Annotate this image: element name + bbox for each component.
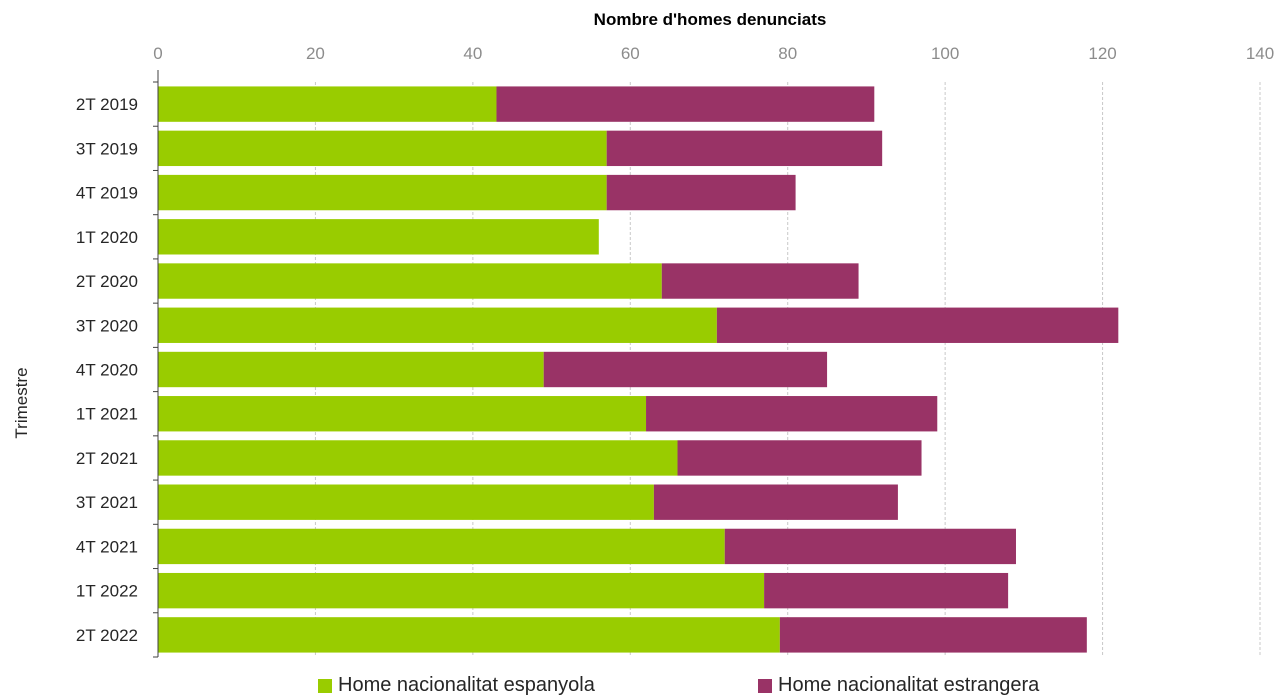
bar-foreign bbox=[653, 484, 898, 520]
bar-spanish bbox=[158, 617, 780, 653]
bar-spanish bbox=[158, 307, 717, 343]
y-tick-labels: 2T 2019 3T 2019 4T 2019 1T 2020 2T 2020 3T 20… bbox=[76, 95, 138, 645]
legend: Home nacionalitat espanyola Home naciona… bbox=[0, 674, 1280, 696]
y-tick-label: 2T 2021 bbox=[76, 449, 138, 468]
x-tick-label: 100 bbox=[931, 44, 959, 63]
bar-spanish bbox=[158, 396, 647, 432]
bar-foreign bbox=[716, 307, 1119, 343]
x-tick-label: 140 bbox=[1246, 44, 1274, 63]
y-tick-label: 3T 2021 bbox=[76, 493, 138, 512]
y-tick-label: 1T 2022 bbox=[76, 582, 138, 601]
bars bbox=[158, 86, 1119, 653]
y-tick-label: 1T 2021 bbox=[76, 405, 138, 424]
bar-spanish bbox=[158, 440, 678, 476]
y-tick-label: 4T 2019 bbox=[76, 184, 138, 203]
bar-spanish bbox=[158, 484, 654, 520]
x-tick-label: 40 bbox=[463, 44, 482, 63]
legend-swatch-foreign bbox=[758, 678, 772, 693]
axes bbox=[153, 70, 159, 658]
bar-spanish bbox=[158, 219, 599, 255]
bar-foreign bbox=[724, 528, 1016, 565]
y-tick-label: 1T 2020 bbox=[76, 228, 138, 247]
legend-label-spanish: Home nacionalitat espanyola bbox=[338, 674, 595, 696]
bar-spanish bbox=[158, 86, 497, 122]
x-tick-label: 60 bbox=[621, 44, 640, 63]
bar-foreign bbox=[661, 263, 859, 299]
x-tick-label: 120 bbox=[1088, 44, 1116, 63]
y-tick-label: 3T 2019 bbox=[76, 139, 138, 158]
y-tick-label: 2T 2019 bbox=[76, 95, 138, 114]
y-axis-title: Trimestre bbox=[12, 367, 31, 438]
bar-spanish bbox=[158, 263, 662, 299]
x-tick-labels: 0 20 40 60 80 100 120 140 bbox=[153, 44, 1274, 63]
bar-foreign bbox=[543, 351, 828, 388]
bar-foreign bbox=[496, 86, 875, 122]
y-tick-label: 2T 2022 bbox=[76, 626, 138, 645]
bar-spanish bbox=[158, 130, 607, 167]
bar-foreign bbox=[646, 396, 938, 432]
bar-spanish bbox=[158, 528, 725, 565]
bar-spanish bbox=[158, 572, 765, 609]
bar-foreign bbox=[764, 572, 1009, 609]
y-tick-label: 2T 2020 bbox=[76, 272, 138, 291]
y-tick-label: 4T 2020 bbox=[76, 361, 138, 380]
legend-item-spanish: Home nacionalitat espanyola bbox=[318, 674, 595, 697]
bar-spanish bbox=[158, 174, 607, 211]
x-tick-label: 80 bbox=[778, 44, 797, 63]
bar-spanish bbox=[158, 351, 544, 388]
y-tick-label: 4T 2021 bbox=[76, 537, 138, 556]
legend-item-foreign: Home nacionalitat estrangera bbox=[758, 674, 1039, 697]
bar-foreign bbox=[606, 130, 883, 167]
x-axis-title: Nombre d'homes denunciats bbox=[594, 10, 827, 29]
x-tick-label: 0 bbox=[153, 44, 162, 63]
x-tick-label: 20 bbox=[306, 44, 325, 63]
bar-foreign bbox=[606, 174, 796, 211]
legend-swatch-spanish bbox=[318, 678, 332, 693]
bar-foreign bbox=[677, 440, 922, 476]
legend-label-foreign: Home nacionalitat estrangera bbox=[778, 674, 1040, 696]
bar-foreign bbox=[779, 617, 1087, 653]
y-tick-label: 3T 2020 bbox=[76, 316, 138, 335]
